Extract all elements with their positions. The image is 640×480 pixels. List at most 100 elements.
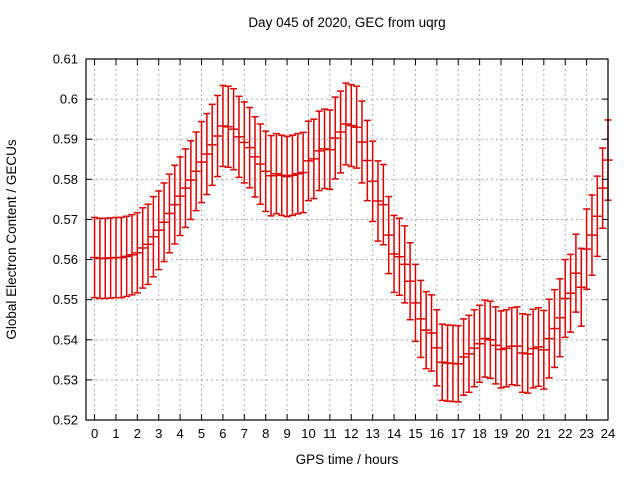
x-tick-label: 4 [177,426,184,441]
error-bar [336,90,346,174]
error-bar [539,309,549,390]
error-bar [213,94,223,178]
error-bar [485,300,495,380]
error-bar [330,96,340,180]
x-axis-label: GPS time / hours [296,452,399,467]
error-bar [239,101,249,184]
error-bar [512,306,522,387]
x-tick-label: 11 [323,426,337,441]
y-tick-label: 0.59 [53,132,78,147]
error-bar [122,215,132,298]
error-bar [287,134,297,217]
error-bar [229,87,239,171]
error-bar [293,132,303,215]
error-bar [325,109,335,191]
x-tick-label: 19 [494,426,508,441]
error-bar [592,175,602,258]
y-tick-label: 0.57 [53,212,78,227]
error-bar [544,298,554,379]
y-tick-labels: 0.52 0.53 0.54 0.55 0.56 0.57 0.58 0.59 0.6 0.61 [53,52,78,428]
error-bar [271,132,281,215]
error-bar [303,120,313,202]
error-bar [373,160,383,242]
error-bar [517,312,527,394]
error-bar [191,131,201,212]
y-tick-label: 0.54 [53,332,78,347]
error-bar [378,163,388,246]
x-tick-label: 8 [262,426,269,441]
error-bar [132,211,142,294]
x-tick-label: 1 [112,426,119,441]
x-tick-label: 20 [515,426,529,441]
error-bar [159,182,169,263]
error-bar [255,123,265,205]
error-bar [266,134,276,217]
error-bar [341,82,351,166]
x-tick-label: 5 [198,426,205,441]
error-bar [491,306,501,385]
x-tick-label: 14 [387,426,401,441]
error-bar [432,308,442,387]
error-bar [507,306,517,386]
x-tick-label: 0 [91,426,98,441]
y-tick-label: 0.56 [53,252,78,267]
x-tick-label: 22 [558,426,572,441]
error-bar [437,323,447,402]
error-bar [362,119,372,202]
error-bar [582,208,592,290]
x-tick-label: 3 [155,426,162,441]
error-bar [197,120,207,204]
error-bar [170,164,180,245]
error-bar-series [90,82,613,403]
error-bar [469,308,479,388]
error-bar [368,140,378,223]
error-bar [164,173,174,254]
error-bar [148,195,158,278]
error-bar [245,106,255,189]
x-tick-label: 16 [430,426,444,441]
error-bar [352,85,362,169]
y-tick-label: 0.52 [53,413,78,428]
error-bar [223,85,233,169]
y-tick-label: 0.55 [53,292,78,307]
y-axis-label: Global Electron Content / GECUs [4,139,19,340]
error-bar [523,313,533,394]
x-tick-label: 2 [134,426,141,441]
error-bar [320,108,330,190]
x-tick-label: 18 [472,426,486,441]
x-tick-label: 6 [219,426,226,441]
error-bar [234,95,244,179]
error-bar [405,241,415,321]
error-bar [566,253,576,333]
error-bar [598,147,608,230]
error-bar [207,103,217,187]
error-bar [138,207,148,289]
error-bar [400,225,410,304]
error-bar [202,112,212,196]
error-bar [175,156,185,237]
error-bar [560,258,570,339]
x-tick-label: 7 [241,426,248,441]
error-bar [533,306,543,388]
y-tick-label: 0.61 [53,52,78,67]
y-tick-label: 0.6 [60,92,78,107]
error-bar [427,294,437,372]
error-bar [416,279,426,359]
error-bar [410,263,420,343]
error-bar [314,110,324,192]
error-bar [384,195,394,275]
error-bar [576,247,586,327]
x-tick-label: 12 [344,426,358,441]
error-bar [555,278,565,358]
error-bar [501,308,511,388]
axis-tick-marks [86,58,609,421]
x-tick-label: 13 [365,426,379,441]
error-bar [116,216,126,299]
error-bar [250,116,260,198]
error-bar [277,134,287,217]
x-tick-label: 15 [408,426,422,441]
error-bar [459,318,469,396]
error-bar [143,203,153,286]
error-bar [282,135,292,218]
error-bar [480,299,490,378]
